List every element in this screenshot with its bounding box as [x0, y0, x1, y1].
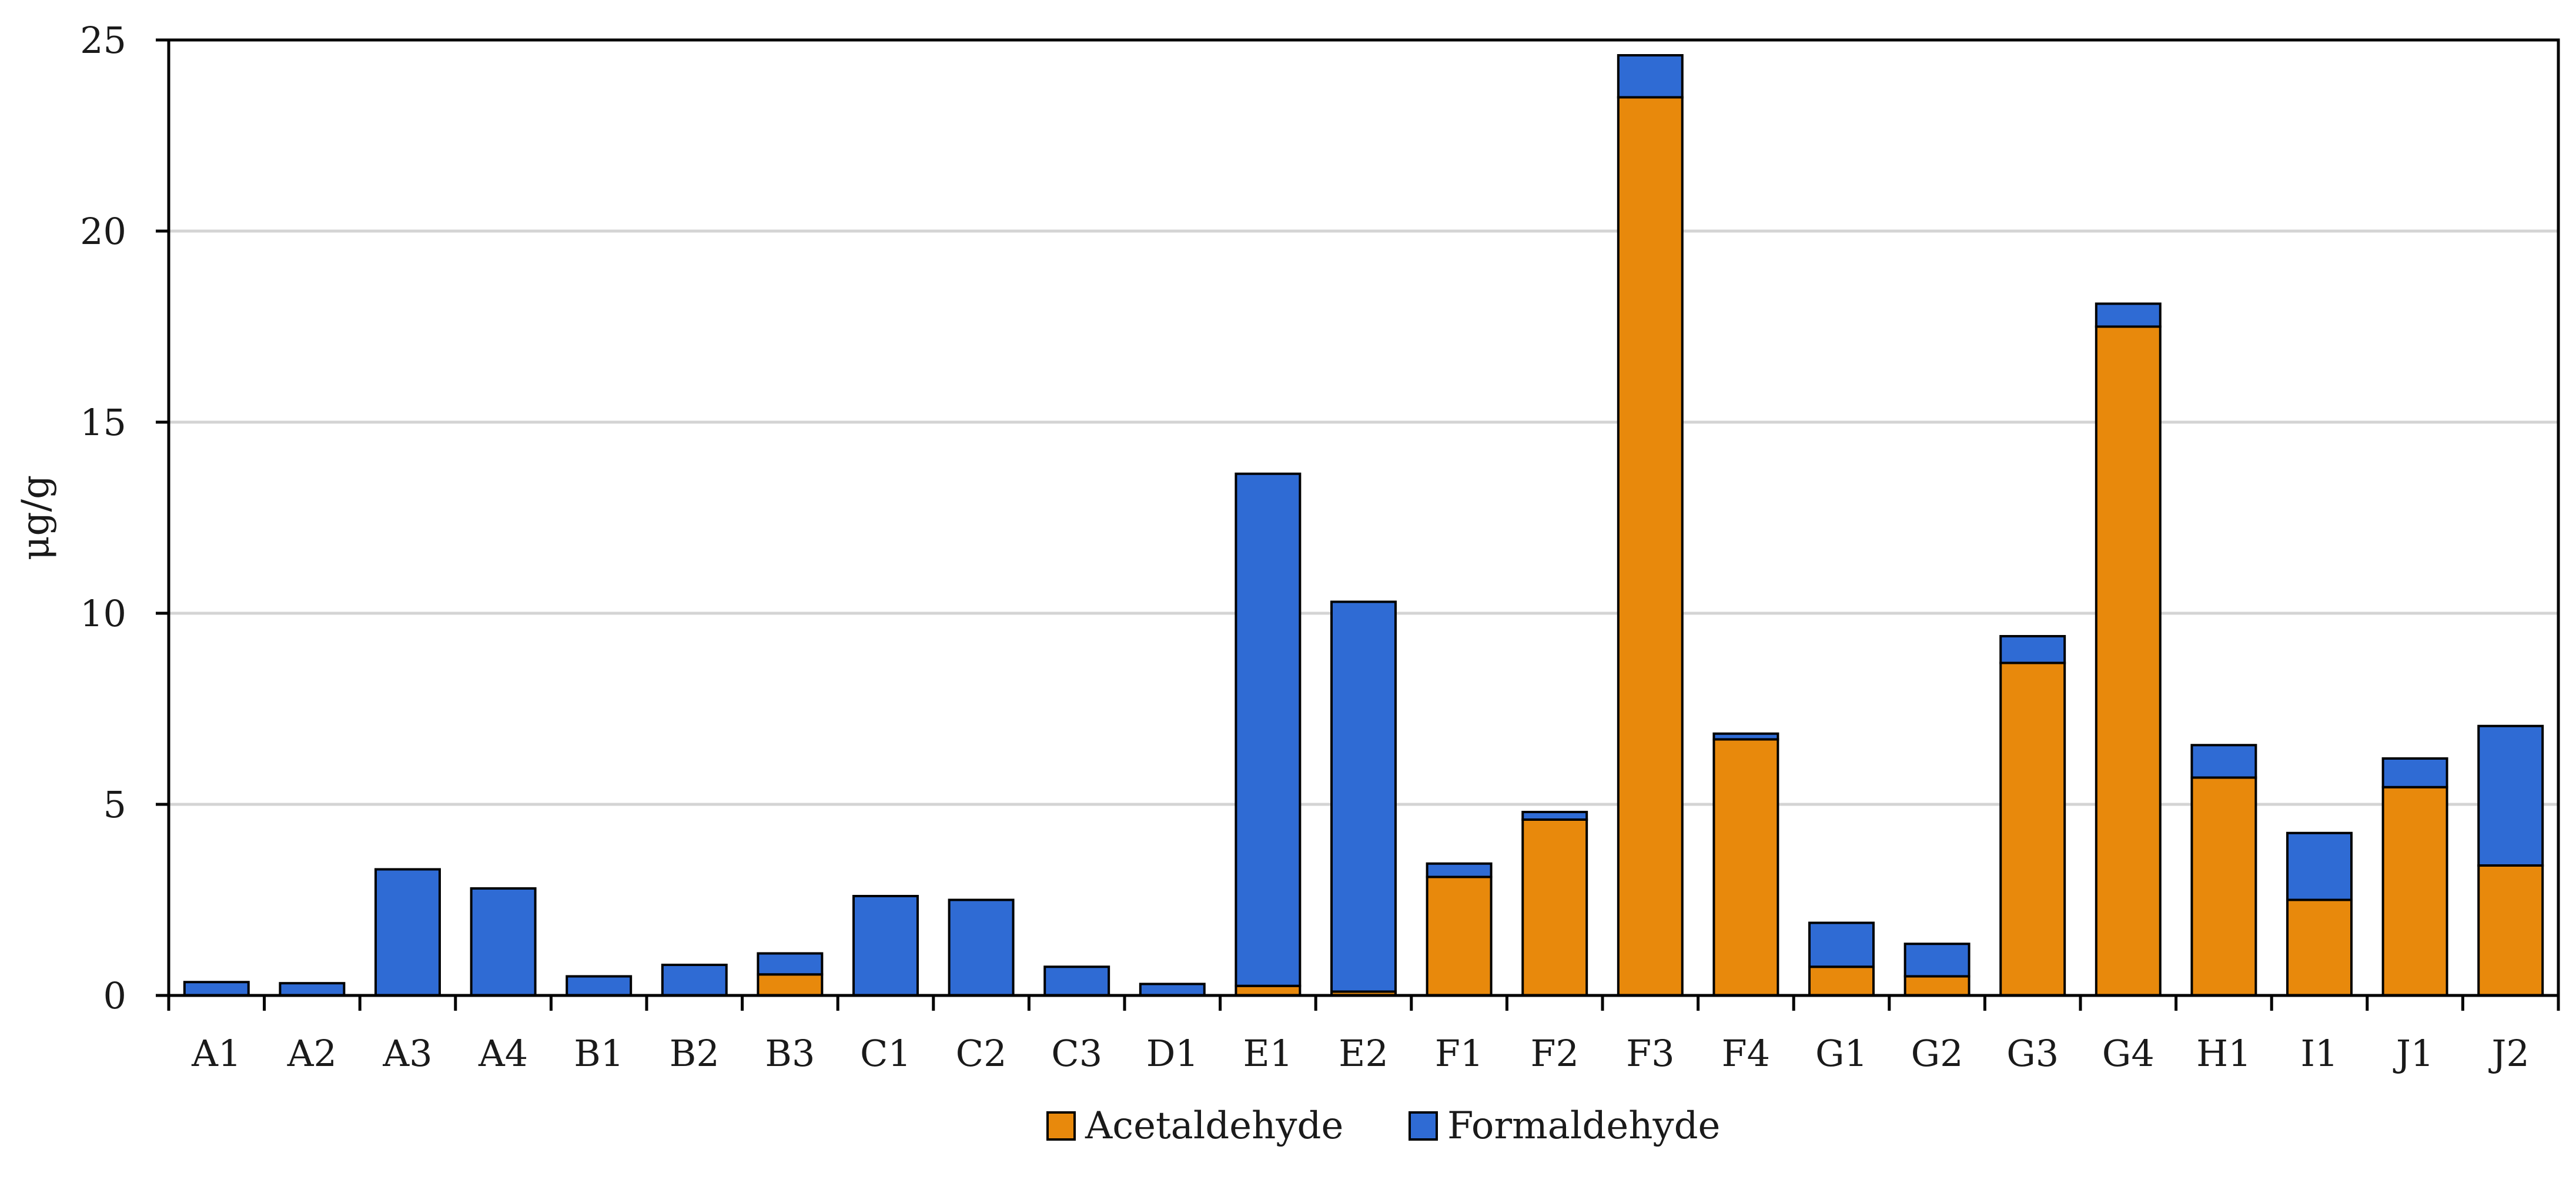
- bar-E1-formaldehyde: [1235, 472, 1302, 987]
- bar-B2-formaldehyde: [661, 964, 728, 997]
- axes: [156, 38, 2560, 1011]
- bar-B3-formaldehyde: [757, 952, 824, 976]
- y-tick-label: 5: [103, 783, 126, 826]
- bar-H1-formaldehyde: [2190, 744, 2257, 779]
- x-tick-label: A3: [382, 1032, 432, 1075]
- bar-F3-formaldehyde: [1617, 54, 1684, 99]
- x-tick-label: A1: [191, 1032, 241, 1075]
- tick-labels: A1 A2 A3 A4 B1 B2 B3 C1 C2 C3 D1 E1 E2 F1 F2 F3 F4 G1 G2 G3…: [80, 19, 2530, 1075]
- bar-F1-formaldehyde: [1426, 862, 1493, 878]
- y-tick-label: 20: [80, 210, 126, 253]
- bar-G4-formaldehyde: [2095, 302, 2162, 328]
- x-tick-label: C3: [1051, 1032, 1102, 1075]
- bar-F4-acetaldehyde: [1712, 738, 1779, 997]
- x-tick-label: A4: [478, 1032, 528, 1075]
- bar-A3-formaldehyde: [374, 868, 441, 997]
- bar-G2-acetaldehyde: [1903, 975, 1971, 997]
- plot-frame: [167, 38, 2560, 997]
- bar-A4-formaldehyde: [470, 887, 537, 997]
- x-tick-label: C1: [860, 1032, 911, 1075]
- x-tick-label: G2: [1911, 1032, 1963, 1075]
- x-tick-label: C2: [956, 1032, 1007, 1075]
- y-tick-label: 25: [80, 19, 126, 62]
- x-tick-label: E1: [1243, 1032, 1293, 1075]
- legend-swatch-acetaldehyde: [1046, 1111, 1076, 1141]
- legend-label-formaldehyde: Formaldehyde: [1447, 1104, 1720, 1148]
- x-tick-label: F2: [1530, 1032, 1578, 1075]
- bar-I1-formaldehyde: [2286, 831, 2353, 901]
- x-tick-label: B3: [765, 1032, 815, 1075]
- bar-F4-formaldehyde: [1712, 732, 1779, 741]
- x-tick-label: J2: [2488, 1032, 2530, 1075]
- bar-C2-formaldehyde: [948, 898, 1015, 997]
- x-tick-label: G4: [2102, 1032, 2155, 1075]
- bar-G3-formaldehyde: [1999, 635, 2066, 664]
- bar-F2-formaldehyde: [1521, 811, 1588, 821]
- x-tick-label: G1: [1815, 1032, 1868, 1075]
- bar-E2-formaldehyde: [1330, 600, 1397, 993]
- x-tick-label: F4: [1722, 1032, 1770, 1075]
- x-tick-label: F1: [1435, 1032, 1483, 1075]
- bar-I1-acetaldehyde: [2286, 898, 2353, 997]
- x-tick-label: B2: [670, 1032, 720, 1075]
- bar-J1-formaldehyde: [2381, 757, 2448, 788]
- legend: Acetaldehyde Formaldehyde: [1046, 1104, 1720, 1148]
- x-tick-label: E2: [1339, 1032, 1389, 1075]
- x-tick-label: G3: [2006, 1032, 2059, 1075]
- y-tick-label: 0: [103, 974, 126, 1017]
- bar-B3-acetaldehyde: [757, 973, 824, 997]
- x-tick-label: F3: [1626, 1032, 1674, 1075]
- bar-B1-formaldehyde: [566, 975, 633, 997]
- bar-G1-acetaldehyde: [1808, 965, 1875, 997]
- bar-C1-formaldehyde: [852, 895, 919, 997]
- bar-G1-formaldehyde: [1808, 921, 1875, 968]
- x-tick-label: D1: [1146, 1032, 1199, 1075]
- bar-G2-formaldehyde: [1903, 943, 1971, 978]
- y-axis-title: μg/g: [14, 475, 58, 560]
- x-tick-label: A2: [287, 1032, 337, 1075]
- legend-label-acetaldehyde: Acetaldehyde: [1085, 1104, 1343, 1148]
- bar-J2-acetaldehyde: [2477, 864, 2544, 997]
- x-tick-label: H1: [2196, 1032, 2252, 1075]
- x-tick-label: J1: [2393, 1032, 2434, 1075]
- y-tick-label: 10: [80, 592, 126, 635]
- y-tick-label: 15: [80, 401, 126, 444]
- bar-A2-formaldehyde: [279, 982, 346, 997]
- bar-F2-acetaldehyde: [1521, 818, 1588, 997]
- bar-J2-formaldehyde: [2477, 724, 2544, 867]
- bar-J1-acetaldehyde: [2381, 786, 2448, 997]
- bar-F1-acetaldehyde: [1426, 875, 1493, 997]
- x-tick-label: B1: [574, 1032, 624, 1075]
- bar-C3-formaldehyde: [1043, 965, 1110, 997]
- bar-H1-acetaldehyde: [2190, 776, 2257, 997]
- bar-G3-acetaldehyde: [1999, 661, 2066, 997]
- bar-A1-formaldehyde: [183, 981, 250, 997]
- legend-swatch-formaldehyde: [1409, 1111, 1438, 1141]
- bar-D1-formaldehyde: [1139, 983, 1206, 997]
- bar-G4-acetaldehyde: [2095, 325, 2162, 997]
- bars: [183, 54, 2544, 997]
- x-tick-label: I1: [2301, 1032, 2339, 1075]
- bar-F3-acetaldehyde: [1617, 96, 1684, 997]
